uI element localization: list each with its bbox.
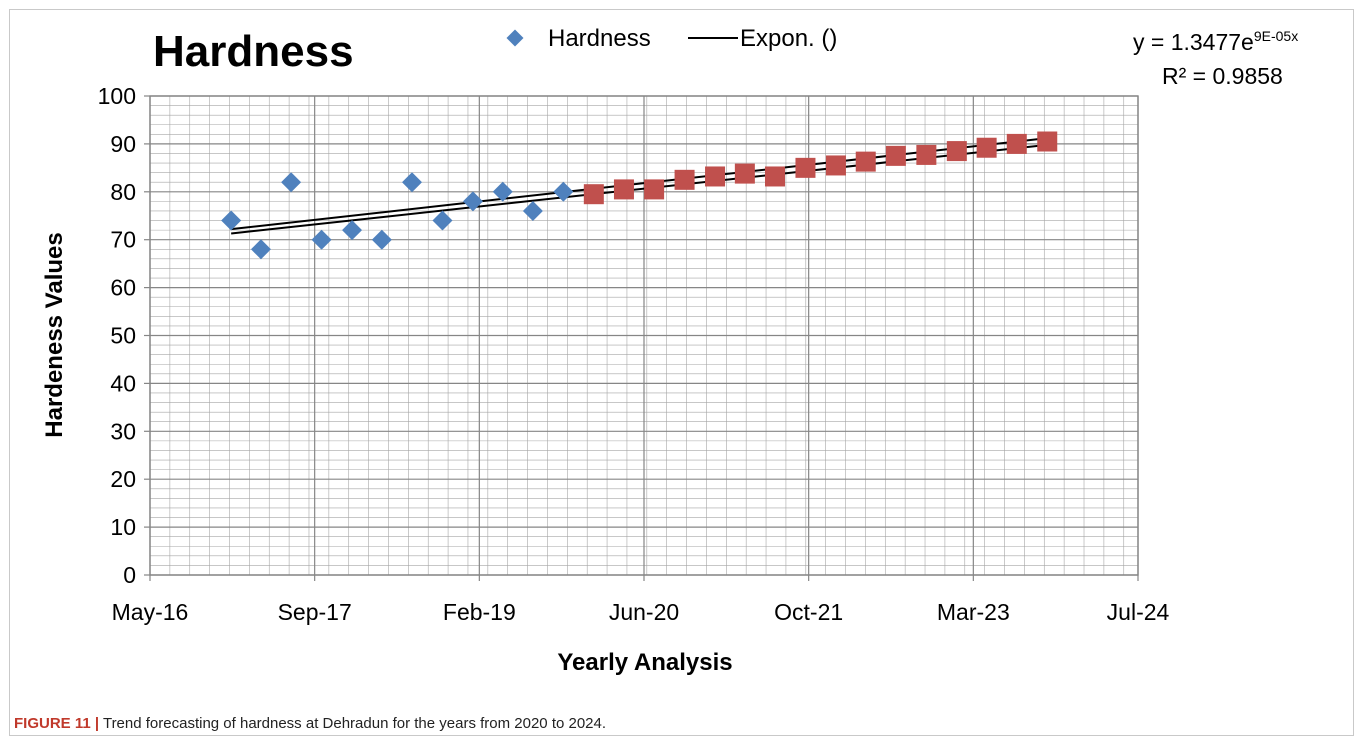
legend-label-hardness: Hardness (548, 25, 651, 52)
axes: 0 10 20 30 40 50 60 70 80 90 100 May-16 Sep-17 Feb-19… (98, 83, 1170, 625)
trendline (231, 137, 1048, 231)
x-axis-label: Yearly Analysis (557, 649, 732, 676)
trendline (231, 143, 1048, 235)
trendlines (231, 137, 1048, 235)
y-tick-label: 90 (110, 131, 136, 157)
point-forecast (825, 155, 846, 176)
point-hardness (281, 172, 302, 193)
point-forecast (946, 141, 967, 162)
x-tick-label: Feb-19 (443, 599, 516, 625)
caption-label: FIGURE 11 | (14, 715, 99, 732)
point-hardness (462, 191, 483, 212)
plot-area-border (149, 95, 1139, 576)
y-tick-label: 10 (110, 514, 136, 540)
data-points (221, 131, 1058, 260)
chart-title: Hardness (153, 27, 354, 76)
point-forecast (674, 169, 695, 190)
point-forecast (613, 179, 634, 200)
x-tick-label: Sep-17 (278, 599, 352, 625)
point-hardness (492, 181, 513, 202)
point-forecast (705, 166, 726, 187)
y-tick-label: 50 (110, 323, 136, 349)
point-forecast (1006, 133, 1027, 154)
y-axis-label: Hardeness Values (41, 232, 68, 437)
y-tick-label: 80 (110, 179, 136, 205)
point-forecast (976, 137, 997, 158)
point-forecast (644, 179, 665, 200)
y-tick-label: 0 (123, 562, 136, 588)
x-tick-label: Jul-24 (1107, 599, 1170, 625)
point-forecast (583, 184, 604, 205)
point-hardness (522, 200, 543, 221)
point-forecast (734, 163, 755, 184)
y-tick-label: 70 (110, 227, 136, 253)
caption-text: Trend forecasting of hardness at Dehradu… (99, 715, 606, 732)
point-hardness (221, 210, 242, 231)
legend-marker-hardness (506, 29, 524, 47)
point-forecast (1037, 131, 1058, 152)
y-tick-label: 40 (110, 370, 136, 396)
x-tick-label: May-16 (112, 599, 189, 625)
point-forecast (885, 145, 906, 166)
point-hardness (401, 172, 422, 193)
equation-exponent: 9E-05x (1254, 28, 1298, 44)
x-tick-label: Mar-23 (937, 599, 1010, 625)
legend-label-expon: Expon. () (740, 25, 837, 52)
legend: Hardness Expon. () (506, 25, 837, 52)
figure-caption: FIGURE 11 | Trend forecasting of hardnes… (14, 715, 606, 732)
point-hardness (371, 229, 392, 250)
point-forecast (916, 144, 937, 165)
equation-base: y = 1.3477e (1133, 29, 1254, 55)
r-squared: R² = 0.9858 (1162, 63, 1283, 89)
point-hardness (432, 210, 453, 231)
x-tick-label: Oct-21 (774, 599, 843, 625)
point-forecast (855, 151, 876, 172)
point-forecast (795, 157, 816, 178)
y-tick-label: 100 (98, 83, 136, 109)
y-tick-label: 30 (110, 418, 136, 444)
y-tick-label: 60 (110, 275, 136, 301)
figure-frame (9, 9, 1354, 736)
y-tick-label: 20 (110, 466, 136, 492)
point-hardness (553, 181, 574, 202)
point-hardness (311, 229, 332, 250)
trend-equation: y = 1.3477e9E-05x (1133, 28, 1298, 55)
x-tick-label: Jun-20 (609, 599, 679, 625)
point-hardness (250, 239, 271, 260)
grid (149, 95, 1139, 576)
point-hardness (342, 220, 363, 241)
point-forecast (764, 166, 785, 187)
